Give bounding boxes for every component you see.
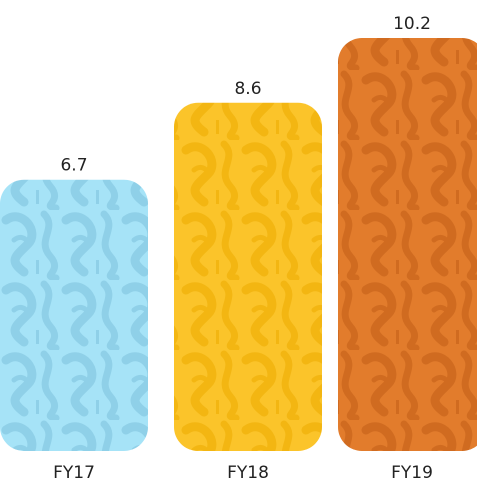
category-label-fy17: FY17 bbox=[53, 463, 95, 483]
category-label-fy18: FY18 bbox=[227, 463, 269, 483]
category-label-fy19: FY19 bbox=[391, 463, 433, 483]
value-label-fy18: 8.6 bbox=[234, 79, 261, 99]
bar-fy18 bbox=[174, 102, 322, 452]
labels-layer: 6.7 FY17 8.6 FY18 10.2 FY19 bbox=[53, 14, 433, 483]
bar-fy17 bbox=[0, 179, 148, 451]
bars-layer bbox=[0, 38, 477, 452]
bar-fy19 bbox=[338, 38, 477, 451]
value-label-fy19: 10.2 bbox=[393, 14, 431, 34]
value-label-fy17: 6.7 bbox=[60, 156, 87, 176]
